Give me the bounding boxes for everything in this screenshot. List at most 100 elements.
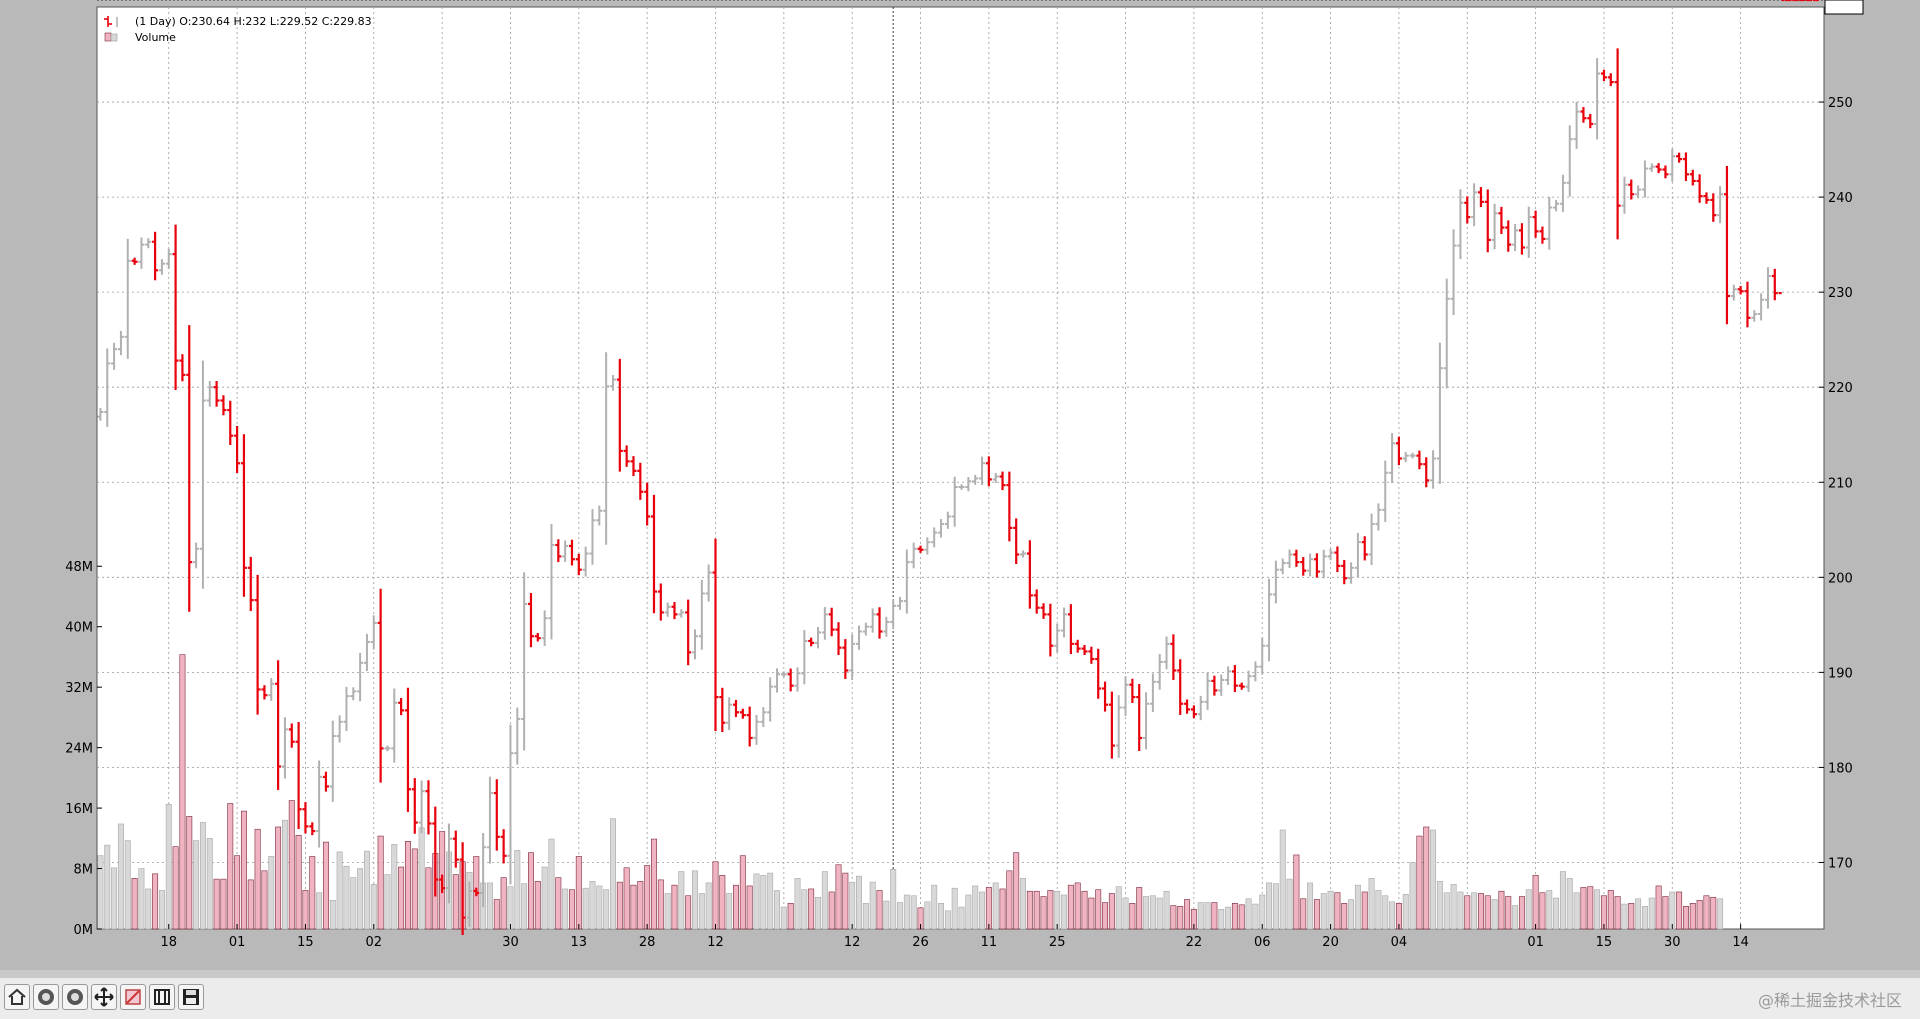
volume-bar — [924, 901, 931, 930]
volume-bar — [1477, 893, 1484, 930]
ohlc-bar — [890, 598, 897, 629]
ohlc-bar — [1143, 692, 1150, 750]
volume-tick-label: 0M — [74, 923, 94, 938]
x-tick-label: 20 — [1322, 935, 1339, 950]
ohlc-bar — [363, 633, 370, 671]
ohlc-bar — [1006, 471, 1013, 542]
ohlc-bar — [780, 671, 787, 678]
volume-bar — [944, 910, 951, 930]
ohlc-bar — [1655, 163, 1662, 174]
volume-bar — [1211, 902, 1218, 930]
volume-bar — [541, 866, 548, 930]
ohlc-bar — [678, 609, 685, 618]
ohlc-bar — [1115, 695, 1122, 758]
volume-bar — [562, 888, 569, 930]
ohlc-bar — [398, 698, 405, 716]
ohlc-bar — [985, 456, 992, 487]
x-tick-label: 06 — [1254, 935, 1271, 950]
ohlc-bar — [1443, 278, 1450, 389]
ohlc-bar — [828, 607, 835, 637]
ohlc-bar — [1764, 267, 1771, 309]
ohlc-bar — [1013, 518, 1020, 565]
x-tick-label: 12 — [707, 935, 724, 950]
ohlc-bar — [787, 668, 794, 692]
volume-bar — [849, 881, 856, 930]
price-tick-label: 190 — [1828, 666, 1853, 681]
x-tick-label: 30 — [1664, 935, 1681, 950]
volume-bar — [589, 881, 596, 930]
ohlc-bar — [1518, 223, 1525, 255]
ohlc-bar — [1573, 101, 1580, 149]
ohlc-bar — [534, 632, 541, 642]
ohlc-bar — [657, 583, 664, 621]
x-tick-label: 15 — [297, 935, 314, 950]
ohlc-bar — [1621, 176, 1628, 214]
price-tick-label: 240 — [1828, 191, 1853, 206]
volume-bar — [1573, 892, 1580, 930]
ohlc-bar — [1108, 691, 1115, 759]
configure-button[interactable] — [149, 984, 175, 1010]
ohlc-bar — [254, 574, 261, 715]
save-button[interactable] — [178, 984, 204, 1010]
ohlc-bar — [1238, 682, 1245, 690]
volume-bar — [425, 867, 432, 930]
ohlc-bar — [295, 722, 302, 829]
ohlc-bar — [1484, 189, 1491, 253]
ohlc-bar — [1225, 666, 1232, 685]
back-button[interactable] — [33, 984, 59, 1010]
ohlc-bars — [97, 0, 1819, 935]
volume-bar — [234, 855, 241, 930]
ohlc-bar — [418, 780, 425, 834]
ohlc-bar — [1436, 342, 1443, 484]
ohlc-bar — [821, 607, 828, 640]
ohlc-bar — [1717, 186, 1724, 224]
pan-button[interactable] — [91, 984, 117, 1010]
ohlc-bar — [924, 537, 931, 555]
volume-bar — [1703, 895, 1710, 930]
volume-bar — [1696, 899, 1703, 930]
volume-bar — [1108, 893, 1115, 930]
volume-bar — [404, 841, 411, 930]
ohlc-volume-chart[interactable]: 18 01 15 02 30 13 28 12 12 26 11 25 22 06 20 04 01 15 30 14… — [0, 0, 1920, 970]
ohlc-bar — [336, 715, 343, 743]
ohlc-bar — [671, 602, 678, 620]
legend-ohlc-entry: (1 Day) O:230.64 H:232 L:229.52 C:229.83 — [104, 15, 372, 28]
volume-bar — [302, 890, 309, 930]
ohlc-bar — [849, 634, 856, 680]
volume-bar — [548, 838, 555, 930]
home-button[interactable] — [4, 984, 30, 1010]
x-tick-label: 28 — [639, 935, 656, 950]
price-tick-label: 220 — [1828, 381, 1853, 396]
volume-bar — [1225, 906, 1232, 930]
volume-bar — [1594, 889, 1601, 930]
ohlc-bar — [691, 629, 698, 660]
volume-bar — [329, 899, 336, 930]
figure-canvas: 18 01 15 02 30 13 28 12 12 26 11 25 22 06 20 04 01 15 30 14… — [0, 0, 1920, 970]
volume-bar — [268, 856, 275, 930]
ohlc-bar — [1730, 284, 1737, 301]
forward-button[interactable] — [62, 984, 88, 1010]
ohlc-bar — [1505, 220, 1512, 252]
zoom-button[interactable] — [120, 984, 146, 1010]
x-tick-label: 02 — [366, 935, 383, 950]
volume-bar — [158, 890, 165, 930]
ohlc-bar — [774, 668, 781, 693]
volume-bar — [733, 884, 739, 930]
volume-bar — [220, 878, 227, 930]
ohlc-bar — [1361, 536, 1368, 561]
ohlc-bar — [1430, 450, 1437, 489]
volume-bar — [1307, 882, 1314, 930]
volume-bar — [657, 879, 664, 930]
ohlc-bar — [944, 511, 951, 529]
ohlc-bar — [637, 462, 644, 500]
ohlc-bar — [931, 527, 938, 548]
ohlc-bar — [1450, 229, 1457, 315]
volume-bar — [890, 868, 897, 930]
volume-bar — [596, 885, 603, 930]
volume-bar — [357, 868, 364, 930]
ohlc-bar — [507, 724, 514, 885]
ohlc-bar — [1751, 310, 1758, 322]
ohlc-bar — [1163, 636, 1170, 670]
ohlc-bar — [1047, 603, 1054, 657]
ohlc-bar — [1457, 189, 1464, 260]
